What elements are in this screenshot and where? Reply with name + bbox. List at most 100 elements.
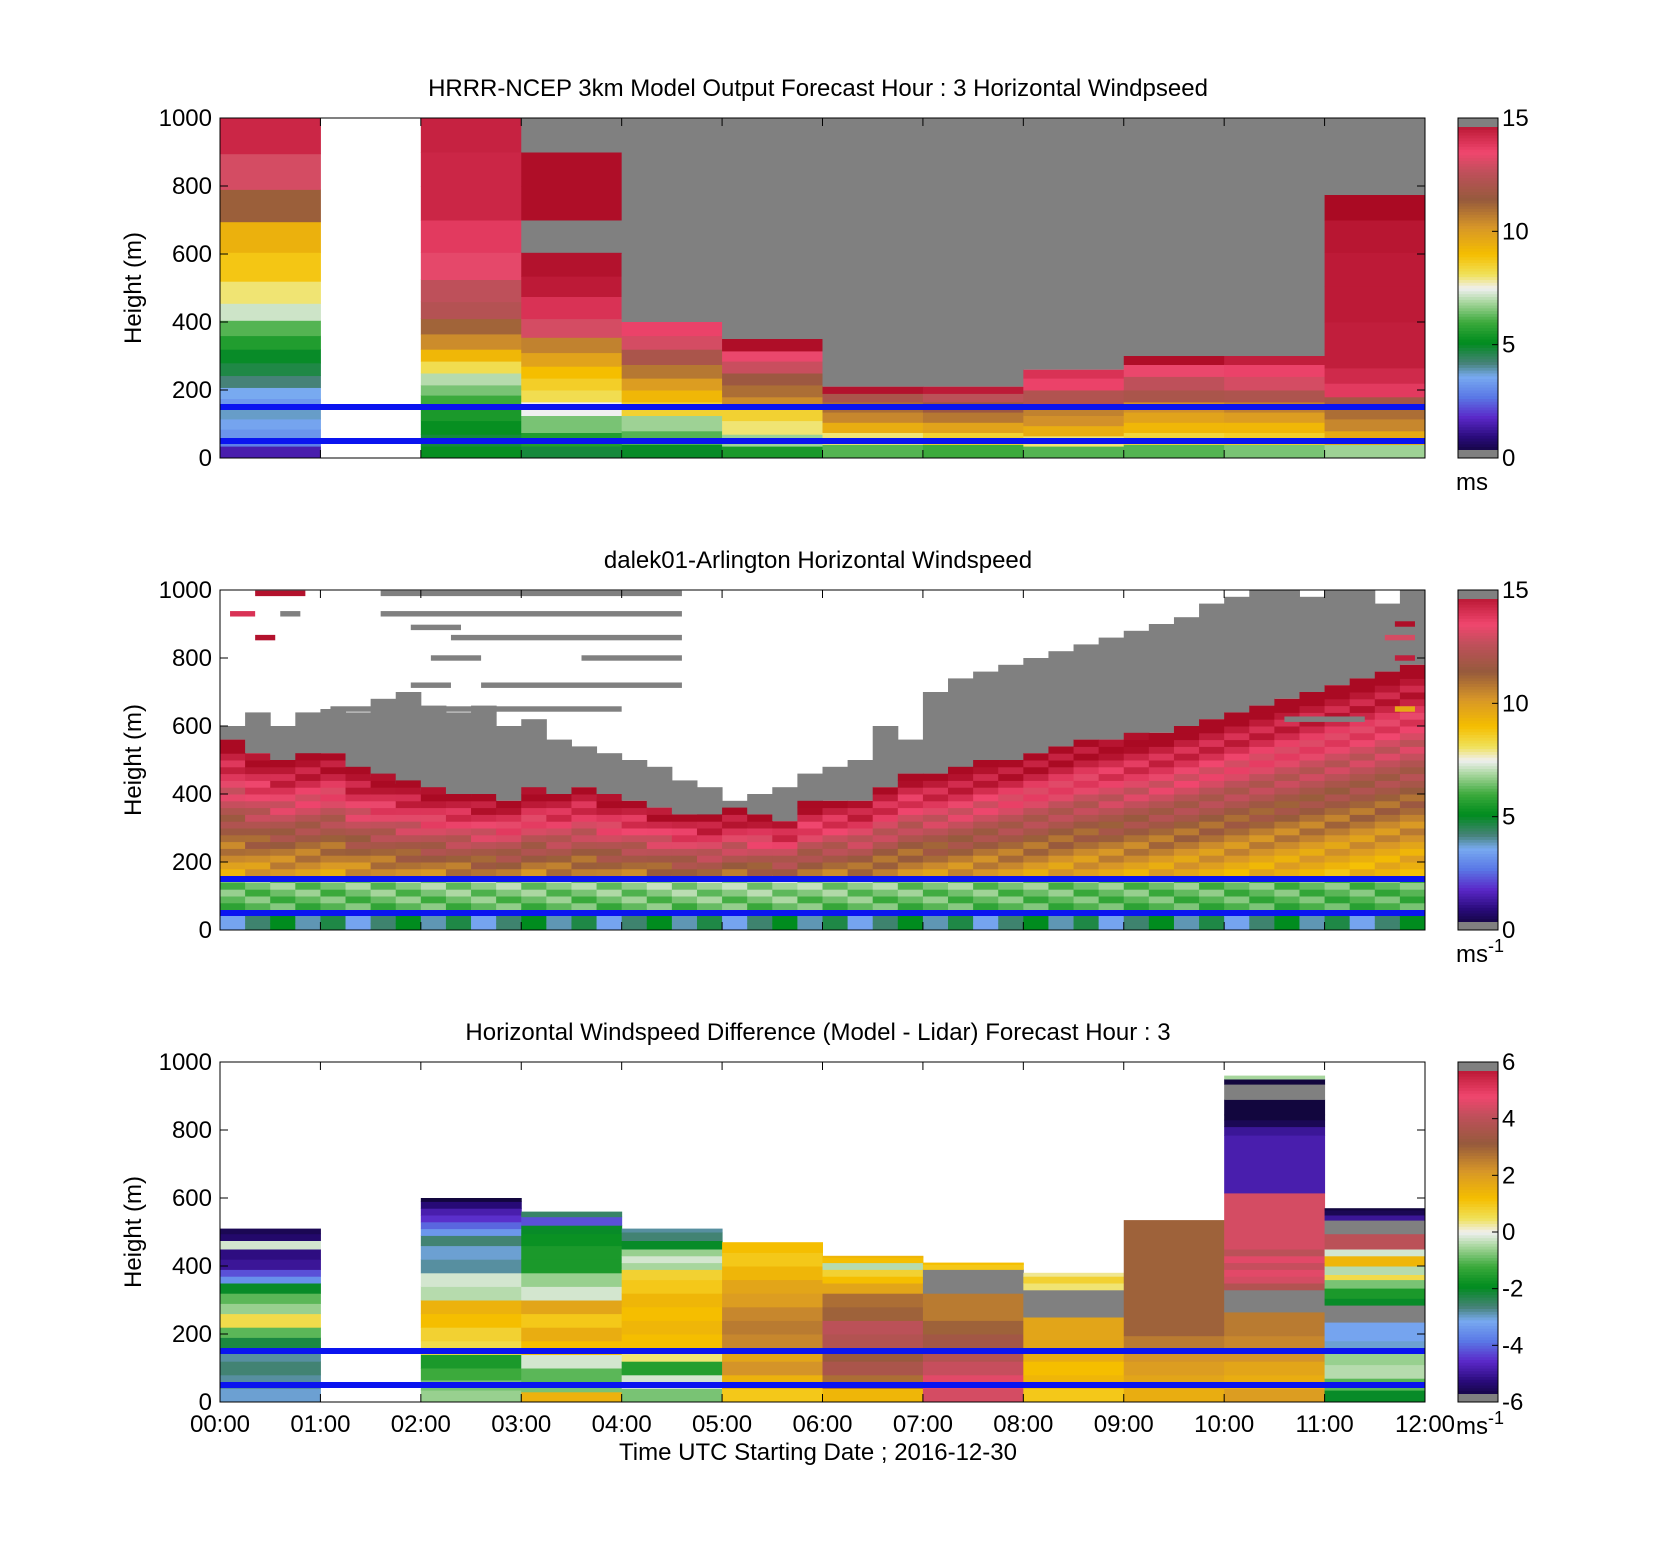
data-column (345, 712, 372, 930)
data-cell (596, 828, 623, 836)
data-cell (245, 834, 271, 843)
data-cell (571, 787, 598, 795)
colorbar-swatch (1458, 652, 1498, 656)
data-cell (1274, 821, 1300, 829)
data-column (1224, 1075, 1326, 1402)
data-cell (220, 189, 321, 223)
colorbar-swatch (1458, 1246, 1498, 1250)
data-cell (1148, 773, 1175, 781)
data-cell (998, 923, 1024, 930)
missing-cell (772, 787, 798, 822)
colorbar-swatch (1458, 1348, 1498, 1352)
data-cell (270, 794, 296, 802)
colorbar-swatch (1458, 666, 1498, 670)
data-cell (1199, 794, 1225, 802)
data-cell (822, 444, 924, 458)
data-cell (571, 800, 598, 809)
data-cell (571, 916, 598, 924)
colorbar-frame (1457, 117, 1499, 459)
data-cell (270, 760, 296, 768)
data-segment (481, 682, 682, 688)
data-cell (1299, 692, 1326, 700)
data-cell (822, 916, 849, 924)
missing-cell (1048, 651, 1075, 747)
colorbar-swatch (1458, 1110, 1498, 1114)
data-cell (596, 902, 623, 911)
data-cell (1148, 760, 1175, 768)
data-cell (847, 821, 874, 829)
data-cell (1349, 712, 1376, 720)
data-cell (1073, 882, 1100, 890)
data-cell (722, 834, 748, 843)
data-cell (395, 916, 422, 924)
colorbar-swatch (1458, 188, 1498, 193)
data-cell (1199, 889, 1225, 897)
colorbar-swatch (1458, 1291, 1498, 1295)
data-cell (571, 848, 598, 856)
colorbar-swatch (1458, 1147, 1498, 1151)
data-cell (1199, 773, 1225, 781)
colorbar-swatch (1458, 822, 1498, 826)
data-cell (1374, 807, 1401, 815)
colorbar-swatch (1458, 1260, 1498, 1264)
data-cell (1023, 446, 1125, 458)
data-cell (270, 848, 296, 856)
data-cell (922, 1264, 1024, 1270)
colorbar-swatch (1458, 879, 1498, 883)
data-cell (1299, 705, 1326, 713)
data-cell (521, 1225, 623, 1235)
data-cell (1349, 814, 1376, 822)
colorbar-swatch (1458, 248, 1498, 252)
data-cell (320, 773, 347, 781)
data-cell (747, 916, 773, 924)
data-cell (822, 1276, 924, 1284)
data-column (395, 692, 422, 930)
data-cell (1073, 896, 1100, 904)
data-cell (1224, 726, 1250, 734)
data-cell (546, 868, 572, 877)
data-cell (1023, 834, 1049, 843)
colorbar-swatch (1458, 1254, 1498, 1258)
data-cell (1173, 732, 1200, 741)
colorbar-swatch (1458, 833, 1498, 837)
data-column (1173, 617, 1200, 930)
data-cell (1123, 780, 1150, 788)
data-cell (772, 862, 798, 870)
data-cell (345, 889, 372, 897)
data-cell (948, 916, 974, 924)
data-cell (671, 841, 698, 849)
data-cell (420, 848, 447, 856)
colorbar-swatch (1458, 811, 1498, 815)
y-tick-label: 0 (199, 917, 212, 944)
data-cell (395, 821, 422, 829)
data-cell (1374, 726, 1401, 734)
colorbar-swatch (1458, 259, 1498, 263)
colorbar-swatch (1458, 706, 1498, 710)
data-cell (546, 862, 572, 870)
data-cell (948, 889, 974, 897)
colorbar-swatch (1458, 197, 1498, 201)
data-cell (973, 923, 999, 930)
data-cell (897, 916, 924, 924)
data-cell (1123, 773, 1150, 781)
data-cell (922, 848, 949, 856)
data-cell (496, 916, 522, 924)
colorbar-swatch (1458, 896, 1498, 900)
data-cell (1349, 882, 1376, 890)
colorbar-swatch (1458, 395, 1498, 399)
data-cell (220, 1337, 321, 1349)
colorbar-swatch (1458, 1070, 1498, 1074)
data-cell (1148, 800, 1175, 809)
colorbar-swatch (1458, 1166, 1498, 1171)
colorbar-swatch (1458, 754, 1498, 758)
data-cell (1274, 780, 1300, 788)
data-cell (897, 882, 924, 890)
data-cell (521, 828, 547, 836)
colorbar-swatch (1458, 867, 1498, 871)
colorbar-swatch (1458, 1138, 1498, 1142)
colorbar-tick-label: 6 (1502, 1049, 1515, 1076)
data-cell (270, 896, 296, 904)
data-cell (420, 855, 447, 863)
data-cell (596, 800, 623, 809)
data-cell (420, 152, 522, 187)
